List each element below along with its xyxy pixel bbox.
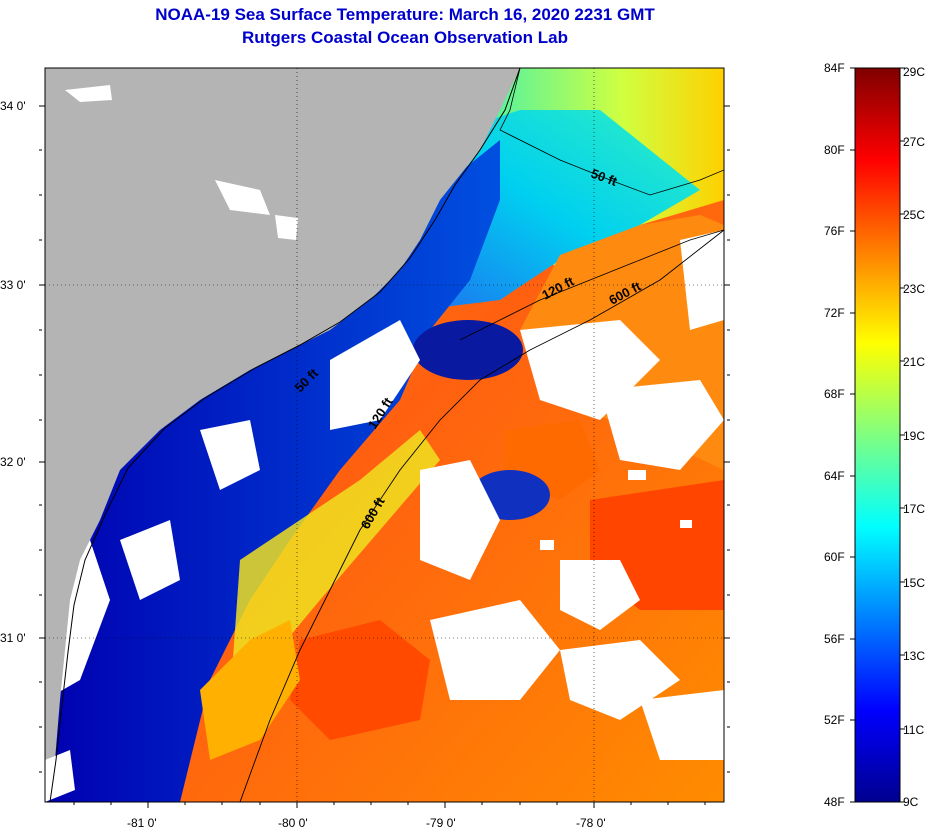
colorbar-label-f: 60F [824, 550, 845, 564]
warm-patch-south [290, 620, 430, 740]
colorbar-label-f: 48F [824, 795, 845, 809]
lon-label: -81 0' [127, 816, 157, 830]
colorbar-label-c: 25C [903, 208, 925, 222]
contour-120ft [459, 229, 724, 341]
map-subtitle: Rutgers Coastal Ocean Observation Lab [242, 28, 568, 47]
colorbar-label-f: 52F [824, 713, 845, 727]
lat-label: 33 0' [0, 278, 26, 292]
lon-label: -79 0' [426, 816, 456, 830]
colorbar-label-c: 21C [903, 355, 925, 369]
cloud-mask [45, 230, 724, 760]
lat-label: 31 0' [0, 631, 26, 645]
colorbar-label-f: 64F [824, 469, 845, 483]
colorbar-fahrenheit-labels: 84F 80F 76F 72F 68F 64F 60F 56F 52F 48F [824, 61, 845, 809]
colorbar [854, 67, 901, 803]
lon-label: -80 0' [278, 816, 308, 830]
colorbar-label-c: 29C [903, 65, 925, 79]
coastline [49, 68, 521, 802]
colorbar-label-f: 68F [824, 387, 845, 401]
colorbar-label-f: 56F [824, 632, 845, 646]
colorbar-celsius-labels: 29C 27C 25C 23C 21C 19C 17C 15C 13C 11C … [903, 65, 925, 809]
colorbar-label-f: 84F [824, 61, 845, 75]
colorbar-label-c: 23C [903, 282, 925, 296]
transition-south [200, 620, 300, 760]
colorbar-label-f: 80F [824, 143, 845, 157]
map-title: NOAA-19 Sea Surface Temperature: March 1… [155, 5, 655, 24]
axis-ticks [39, 105, 730, 808]
colorbar-label-c: 15C [903, 576, 925, 590]
colorbar-label-c: 19C [903, 429, 925, 443]
lat-label: 34 0' [0, 99, 26, 113]
contour-50ft-north [499, 68, 724, 196]
colorbar-label-c: 9C [903, 795, 919, 809]
lon-label: -78 0' [576, 816, 606, 830]
cold-pool-north [413, 320, 523, 380]
colorbar-label-c: 13C [903, 649, 925, 663]
colorbar-label-c: 11C [903, 723, 924, 737]
colorbar-label-c: 17C [903, 502, 925, 516]
map-frame [44, 67, 725, 803]
colorbar-ticks [850, 67, 905, 803]
cold-coastal-water [45, 140, 500, 802]
lat-label: 32 0' [0, 455, 26, 469]
contour-600ft [239, 229, 724, 802]
colorbar-label-f: 72F [824, 306, 845, 320]
colorbar-label-c: 27C [903, 135, 925, 149]
inland-cloud [45, 85, 298, 802]
colorbar-label-f: 76F [824, 224, 845, 238]
land-mass [45, 68, 520, 802]
